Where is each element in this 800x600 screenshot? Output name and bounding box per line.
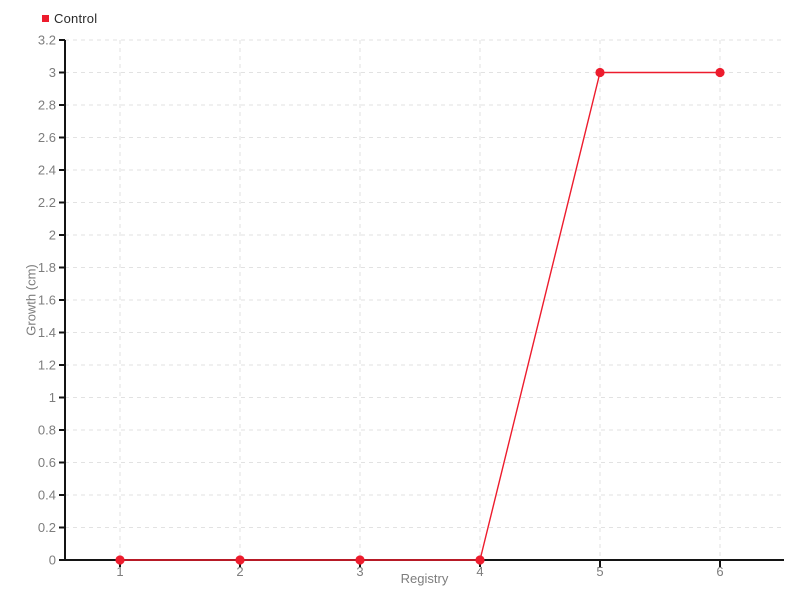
y-tick-label: 0.2 <box>38 520 56 535</box>
y-tick-label: 0 <box>49 553 56 568</box>
y-tick-label: 3.2 <box>38 33 56 48</box>
data-point <box>115 555 125 565</box>
x-tick-label: 5 <box>596 564 603 579</box>
x-tick-label: 3 <box>356 564 363 579</box>
x-tick-label: 2 <box>236 564 243 579</box>
x-tick-label: 6 <box>716 564 723 579</box>
legend: Control <box>42 11 97 26</box>
data-point <box>715 67 725 78</box>
series-line <box>120 71 720 561</box>
legend-item-control[interactable]: Control <box>42 11 97 26</box>
y-tick-label: 0.4 <box>38 488 56 503</box>
y-tick-label: 1.2 <box>38 358 56 373</box>
y-tick-label: 1.6 <box>38 293 56 308</box>
y-tick-label: 0.6 <box>38 455 56 470</box>
data-point <box>595 67 605 78</box>
y-tick-label: 2.6 <box>38 130 56 145</box>
data-point <box>355 555 365 565</box>
x-axis-title: Registry <box>400 571 449 586</box>
y-tick-label: 1.8 <box>38 260 56 275</box>
y-tick-label: 2.8 <box>38 98 56 113</box>
y-tick-label: 2.4 <box>38 163 56 178</box>
x-tick-label: 4 <box>476 564 483 579</box>
legend-swatch-icon <box>42 15 49 22</box>
y-tick-label: 1.4 <box>38 325 56 340</box>
data-point <box>475 555 485 565</box>
legend-label: Control <box>54 11 98 26</box>
data-point <box>235 555 245 565</box>
y-axis-title: Growth (cm) <box>23 264 39 336</box>
y-tick-label: 2 <box>49 228 56 243</box>
y-tick-label: 3 <box>49 65 56 80</box>
x-tick-label: 1 <box>116 564 123 579</box>
y-tick-label: 0.8 <box>38 423 56 438</box>
y-tick-label: 2.2 <box>38 195 56 210</box>
y-tick-label: 1 <box>49 390 56 405</box>
